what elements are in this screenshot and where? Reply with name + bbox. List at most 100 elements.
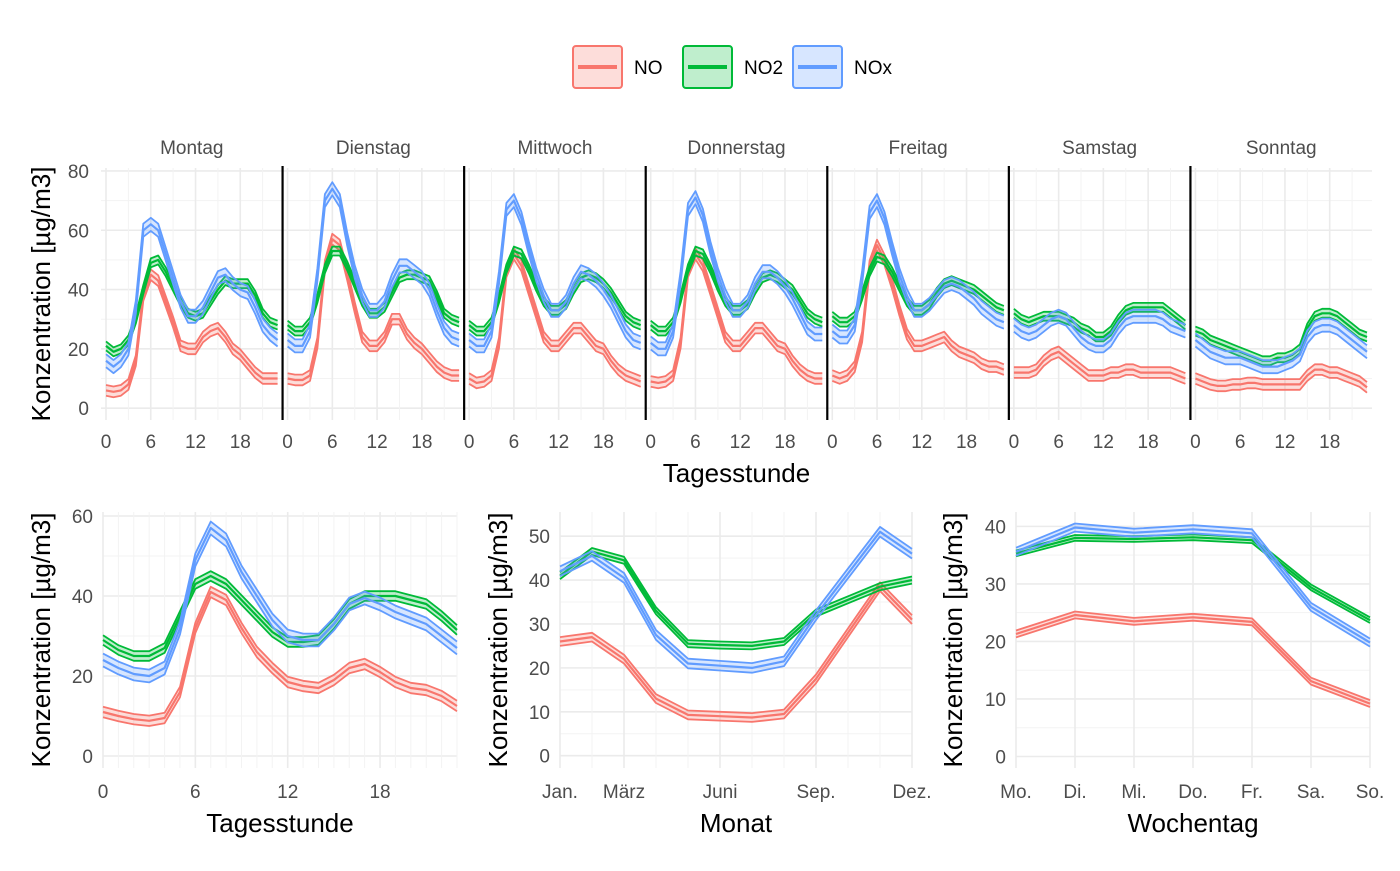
x-tick-label: 12 (1274, 432, 1295, 453)
panel-freitag (831, 193, 1005, 385)
strip-label-samstag: Samstag (1062, 138, 1137, 159)
hour-series-nox-band (103, 521, 457, 683)
x-tick-label: Fr. (1241, 782, 1263, 803)
series-no-sonntag-upper-line (1195, 363, 1368, 383)
hour-series-nox-upper-line (102, 520, 458, 671)
month-series-no2-lower-line (559, 554, 913, 651)
x-tick-label: 18 (956, 432, 977, 453)
x-tick-label: 12 (185, 432, 206, 453)
hour-series-no2-upper-line (102, 570, 458, 653)
weekday-grid (1015, 512, 1371, 768)
weekday-series-no2-upper-line (1015, 533, 1371, 619)
series-no2-freitag-lower-line (831, 260, 1005, 328)
series-no2-samstag-upper-line (1013, 301, 1186, 334)
panel-dienstag (286, 181, 460, 387)
x-tick-label: 18 (411, 432, 432, 453)
strip-label-donnerstag: Donnerstag (687, 138, 785, 159)
series-no2-dienstag-upper-line (287, 245, 460, 328)
x-tick-label: Sa. (1297, 782, 1326, 803)
x-tick-label: 6 (872, 432, 883, 453)
series-nox-mittwoch-line (468, 199, 642, 347)
y-tick-label: 40 (68, 281, 89, 302)
x-tick-label: 12 (367, 432, 388, 453)
x-tick-label: 6 (690, 432, 701, 453)
weekday-series-nox-line (1015, 526, 1371, 644)
series-no2-montag-band (106, 255, 278, 357)
series-nox-mittwoch-band (469, 194, 641, 353)
x-tick-label: 6 (145, 432, 156, 453)
series-no-donnerstag-lower-line (650, 258, 823, 390)
x-tick-label: 6 (1053, 432, 1064, 453)
x-tick-label: Mo. (1000, 782, 1032, 803)
month-series-no-line (559, 585, 913, 719)
x-tick-label: 18 (1319, 432, 1340, 453)
x-tick-label: 6 (1235, 432, 1246, 453)
series-no-freitag-lower-line (831, 249, 1005, 385)
strip-label-dienstag: Dienstag (336, 138, 411, 159)
panel-samstag (1013, 301, 1187, 385)
series-nox-freitag-line (831, 199, 1005, 339)
series-nox-dienstag-band (287, 182, 460, 353)
series-no-mittwoch-upper-line (468, 247, 642, 379)
series-no2-samstag-line (1013, 306, 1187, 339)
month-grid (559, 512, 913, 768)
series-nox-samstag-line (1013, 315, 1186, 347)
x-tick-label: 6 (327, 432, 338, 453)
weekday-series-no-band (1016, 611, 1370, 707)
x-tick-label: 0 (827, 432, 838, 453)
hour-chart: 0 20 40 60 0 6 12 18 Tagesstunde Konzentration [µ… (26, 507, 458, 838)
series-no-dienstag-upper-line (287, 232, 460, 376)
legend-label-nox: NOx (854, 58, 893, 79)
x-tick-label: 18 (593, 432, 614, 453)
x-tick-label: 6 (190, 782, 201, 803)
series-nox-samstag-upper-line (1013, 308, 1186, 341)
x-tick-label: 18 (774, 432, 795, 453)
series-no2-dienstag-band (287, 246, 460, 336)
series-no-freitag-line (831, 244, 1005, 380)
strip-label-sonntag: Sonntag (1246, 138, 1317, 159)
series-nox-sonntag-upper-line (1194, 317, 1368, 362)
weekday-chart: 0 10 20 30 40 Mo. Di. Mi. Do. Fr. Sa. So. Wochentag K… (938, 512, 1384, 838)
series-nox-dienstag-lower-line (287, 194, 460, 354)
hour-series-no-line (102, 590, 458, 722)
x-tick-label: 12 (277, 782, 298, 803)
month-series-nox-line (559, 530, 913, 670)
x-axis-title: Tagesstunde (206, 808, 353, 838)
x-tick-label: 18 (369, 782, 390, 803)
series-nox-sonntag-lower-line (1194, 330, 1368, 375)
strip-label-freitag: Freitag (889, 138, 948, 159)
series-nox-donnerstag-lower-line (650, 203, 823, 357)
x-tick-label: Do. (1178, 782, 1208, 803)
series-nox-sonntag-line (1194, 324, 1368, 368)
month-chart: 0 10 20 30 40 50 Jan. März Juni Sep. Dez. Monat Konz… (483, 512, 932, 838)
x-tick-label: Mi. (1121, 782, 1146, 803)
weekday-series-no2-lower-line (1015, 539, 1371, 624)
series-nox-samstag-band (1013, 309, 1186, 353)
series-no-samstag-upper-line (1013, 345, 1186, 375)
hour-series-no2-line (102, 574, 458, 658)
x-tick-label: 12 (730, 432, 751, 453)
x-axis-title: Tagesstunde (663, 458, 810, 488)
series-no-dienstag-lower-line (287, 243, 460, 387)
series-nox-samstag-lower-line (1013, 321, 1186, 354)
strip-label-mittwoch: Mittwoch (517, 138, 592, 159)
series-nox-montag-upper-line (105, 216, 279, 362)
series-no-sonntag-line (1194, 368, 1368, 389)
y-tick-label: 20 (985, 632, 1006, 653)
y-tick-label: 40 (529, 571, 550, 592)
y-tick-label: 40 (985, 517, 1006, 538)
series-nox-freitag-lower-line (831, 206, 1005, 345)
y-tick-label: 0 (539, 747, 550, 768)
month-series-nox-upper-line (559, 526, 913, 664)
x-tick-label: 0 (101, 432, 112, 453)
y-tick-label: 10 (985, 690, 1006, 711)
weekday-series-no-upper-line (1015, 610, 1371, 701)
x-tick-label: 6 (509, 432, 520, 453)
y-tick-label: 30 (529, 615, 550, 636)
hour-series-no-upper-line (102, 585, 458, 717)
y-axis-title: Konzentration [µg/m3] (26, 513, 56, 768)
series-no-sonntag-lower-line (1195, 373, 1368, 394)
weekday-series-no-lower-line (1015, 617, 1371, 708)
month-series-no2-line (559, 550, 913, 648)
